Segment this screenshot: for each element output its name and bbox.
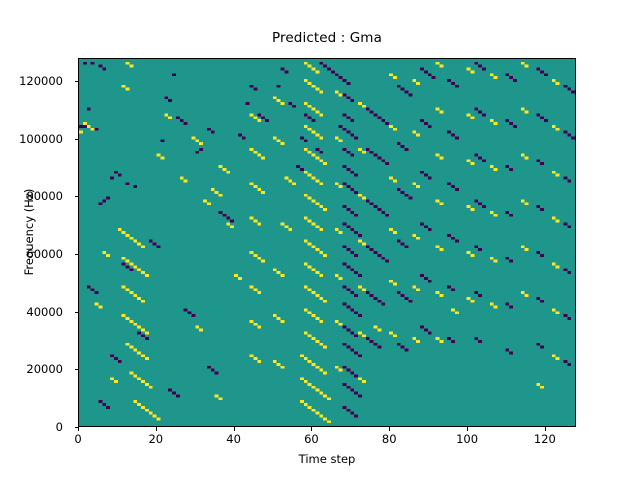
x-tick-mark [233,427,235,431]
y-axis-label: Frequency (Hz) [22,188,36,276]
page-title: Predicted : Gma [272,30,382,46]
heatmap-plot-area [78,58,576,427]
x-tick-label: 100 [456,432,479,446]
y-tick-label: 120000 [19,74,63,89]
x-tick-label: 0 [74,432,82,446]
y-tick-mark [74,311,78,313]
x-axis-label: Time step [298,452,356,466]
heatmap-image [79,59,575,426]
x-tick-mark [155,427,157,431]
y-tick-mark [74,138,78,140]
y-tick-mark [74,81,78,83]
x-tick-label: 120 [533,432,556,446]
y-tick-label: 0 [55,420,63,434]
x-tick-mark [467,427,469,431]
x-tick-label: 60 [304,432,319,446]
x-tick-mark [78,427,79,431]
x-tick-label: 20 [148,432,164,446]
x-tick-mark [311,427,313,431]
y-tick-mark [74,254,78,256]
x-tick-mark [544,427,546,431]
y-tick-label: 100000 [19,131,63,146]
y-tick-label: 80000 [26,189,63,204]
x-tick-mark [389,427,391,431]
y-tick-label: 60000 [26,247,63,262]
y-tick-label: 20000 [26,362,63,377]
y-tick-mark [74,369,78,371]
y-tick-mark [74,427,78,428]
y-tick-label: 40000 [26,304,63,319]
x-tick-label: 40 [226,432,241,446]
x-tick-label: 80 [381,432,397,446]
y-tick-mark [74,196,78,198]
